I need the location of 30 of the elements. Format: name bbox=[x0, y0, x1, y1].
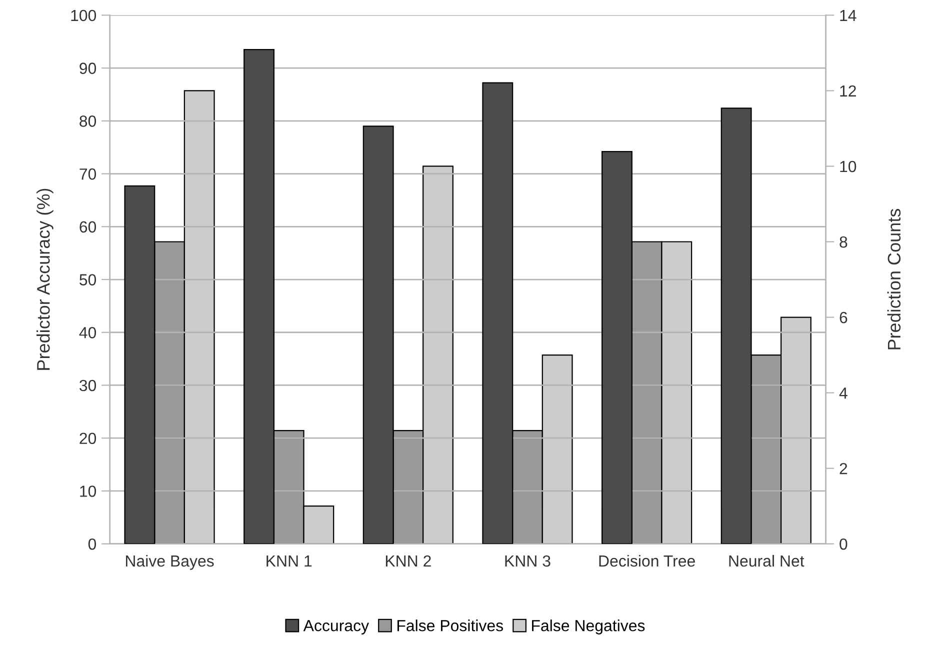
y-tick-label: 60 bbox=[80, 221, 96, 233]
y2-tick-label: 12 bbox=[840, 85, 856, 96]
x-tick-label: Naive Bayes bbox=[126, 554, 214, 570]
y-tick-label: 20 bbox=[80, 432, 96, 444]
y-tick-label: 10 bbox=[80, 486, 96, 497]
x-tick-label: Decision Tree bbox=[599, 554, 695, 567]
y2-axis-title: Prediction Counts bbox=[887, 208, 901, 350]
y2-tick-label: 2 bbox=[840, 462, 848, 474]
y2-tick-label: 8 bbox=[840, 236, 848, 248]
y-tick-label: 80 bbox=[80, 116, 96, 127]
y2-tick-label: 6 bbox=[840, 312, 848, 324]
y-axis-title: Predictor Accuracy (%) bbox=[36, 188, 54, 370]
legend-label: False Negatives bbox=[532, 620, 645, 634]
x-tick-label: KNN 3 bbox=[505, 555, 550, 567]
x-tick-label: KNN 1 bbox=[266, 556, 312, 567]
y2-tick-label: 10 bbox=[840, 160, 856, 172]
y2-tick-label: 14 bbox=[840, 10, 856, 21]
y-tick-label: 90 bbox=[80, 62, 96, 74]
y-tick-label: 70 bbox=[80, 168, 96, 180]
y-tick-label: 50 bbox=[80, 274, 96, 286]
legend-label: Accuracy bbox=[303, 620, 369, 634]
y2-tick-label: 0 bbox=[840, 538, 848, 550]
y-tick-label: 0 bbox=[88, 538, 96, 550]
y-tick-label: 30 bbox=[80, 380, 96, 392]
y-tick-label: 40 bbox=[79, 327, 96, 338]
y-tick-label: 100 bbox=[71, 10, 96, 22]
y2-tick-label: 4 bbox=[839, 388, 848, 399]
x-tick-label: KNN 2 bbox=[386, 555, 431, 567]
x-tick-label: Neural Net bbox=[729, 554, 804, 567]
legend-label: False Positives bbox=[397, 620, 503, 632]
